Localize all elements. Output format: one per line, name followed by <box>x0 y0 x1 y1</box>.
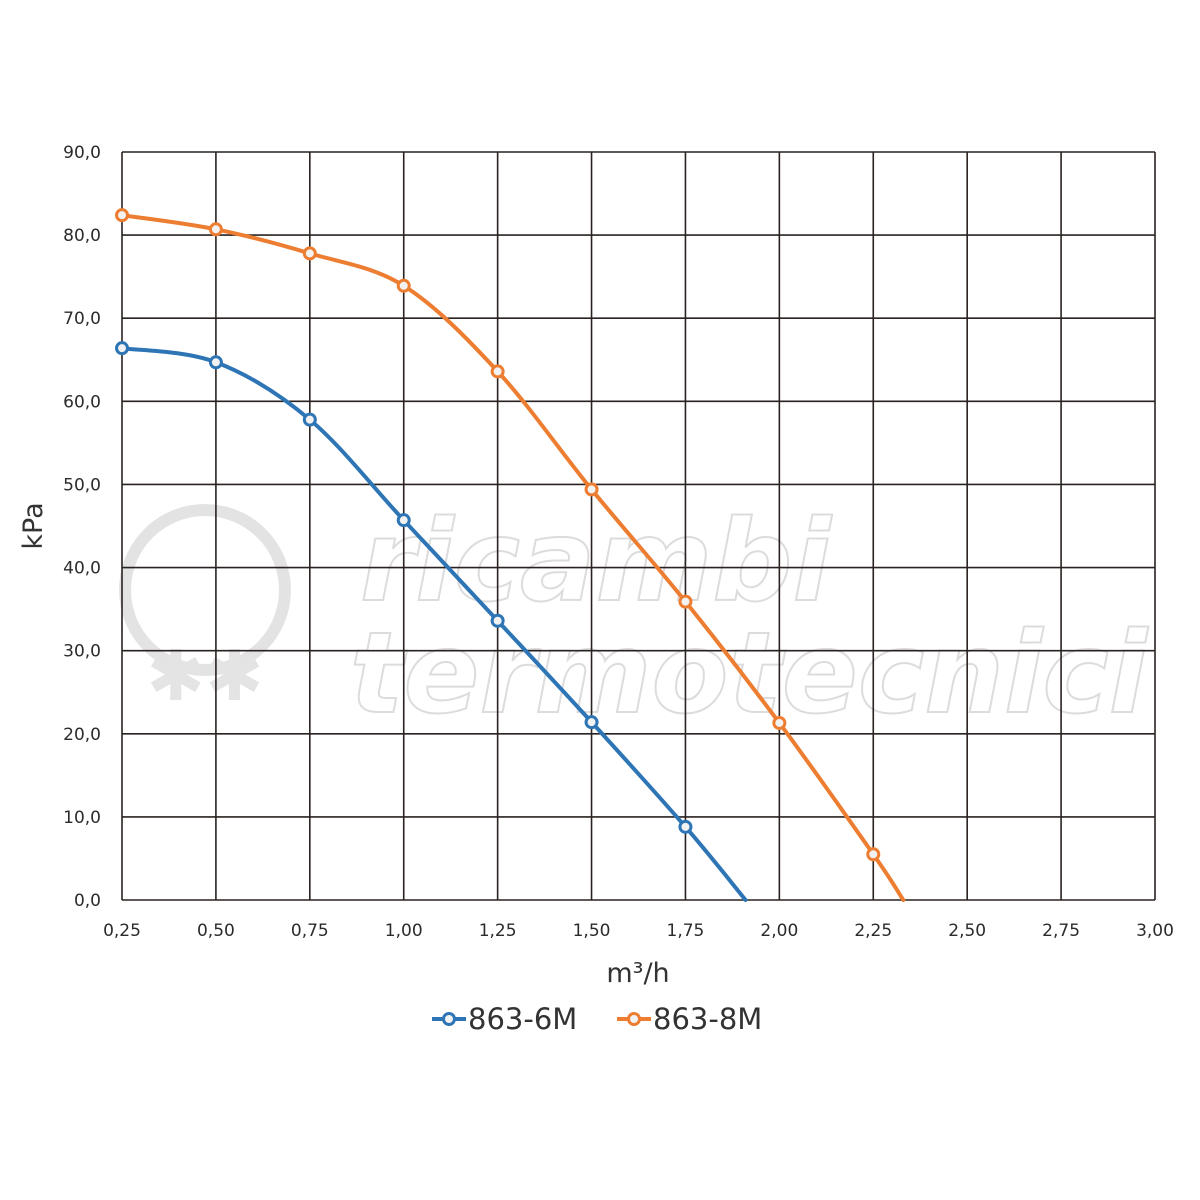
watermark-line2: termotecnici <box>350 609 1149 739</box>
x-tick-label: 0,50 <box>197 921 235 941</box>
y-tick-label: 90,0 <box>63 143 101 163</box>
data-point-863-6m <box>490 613 505 628</box>
y-axis-title: kPa <box>18 502 49 549</box>
x-tick-label: 1,75 <box>667 921 705 941</box>
legend-item-863-6m: 863-6M <box>432 1002 577 1036</box>
x-tick-label: 0,75 <box>291 921 329 941</box>
watermark-line1: ricambi <box>360 497 832 627</box>
data-point-863-8m <box>115 208 129 223</box>
data-point-863-6m <box>115 341 129 356</box>
y-tick-label: 0,0 <box>74 891 101 911</box>
x-tick-label: 3,00 <box>1136 921 1174 941</box>
y-tick-label: 10,0 <box>63 808 101 828</box>
y-tick-label: 20,0 <box>63 725 101 745</box>
y-tick-label: 40,0 <box>63 559 101 579</box>
legend-swatch-marker <box>627 1012 641 1026</box>
series-layer <box>115 208 906 902</box>
y-tick-label: 80,0 <box>63 226 101 246</box>
data-point-863-6m <box>302 412 317 427</box>
x-tick-label: 2,25 <box>854 921 892 941</box>
x-axis-ticks: 0,25 0,50 0,75 1,00 1,25 1,50 1,75 2,00 2,25 2,50… <box>103 921 1174 941</box>
x-tick-label: 2,00 <box>760 921 798 941</box>
legend-label: 863-6M <box>468 1002 577 1036</box>
legend-item-863-8m: 863-8M <box>617 1002 762 1036</box>
data-point-863-8m <box>772 715 787 730</box>
data-point-863-8m <box>396 278 411 293</box>
data-point-863-6m <box>396 513 411 528</box>
y-tick-label: 30,0 <box>63 642 101 662</box>
x-tick-label: 1,50 <box>573 921 611 941</box>
legend-label: 863-8M <box>653 1002 762 1036</box>
data-point-863-8m <box>866 847 881 862</box>
y-axis-ticks: 0,0 10,0 20,0 30,0 40,0 50,0 60,0 70,0 80,0 90,0 <box>63 143 101 911</box>
data-point-863-8m <box>208 222 223 237</box>
y-tick-label: 70,0 <box>63 309 101 329</box>
watermark-logo-ring <box>119 504 291 676</box>
series-863-8m <box>115 208 906 902</box>
x-tick-label: 2,50 <box>948 921 986 941</box>
data-point-863-6m <box>584 715 599 730</box>
x-tick-label: 1,25 <box>479 921 517 941</box>
x-tick-label: 1,00 <box>385 921 423 941</box>
data-point-863-8m <box>584 482 599 497</box>
data-point-863-6m <box>208 355 223 370</box>
data-point-863-6m <box>678 819 693 834</box>
legend: 863-6M 863-8M <box>432 1002 762 1036</box>
x-tick-label: 2,75 <box>1042 921 1080 941</box>
x-tick-label: 0,25 <box>103 921 141 941</box>
data-point-863-8m <box>678 594 693 609</box>
legend-swatch-marker <box>442 1012 456 1026</box>
watermark-snowflake-icon: ✱✱ <box>146 637 263 715</box>
grid <box>121 151 1156 901</box>
x-axis-title: m³/h <box>606 958 669 989</box>
data-point-863-8m <box>490 364 505 379</box>
series-line-863-6m <box>120 346 748 902</box>
series-863-6m <box>115 341 748 902</box>
y-tick-label: 60,0 <box>63 392 101 412</box>
y-tick-label: 50,0 <box>63 475 101 495</box>
series-line-863-8m <box>120 213 906 902</box>
watermark: ✱✱ ricambi termotecnici <box>119 496 1150 740</box>
data-point-863-8m <box>302 246 317 261</box>
